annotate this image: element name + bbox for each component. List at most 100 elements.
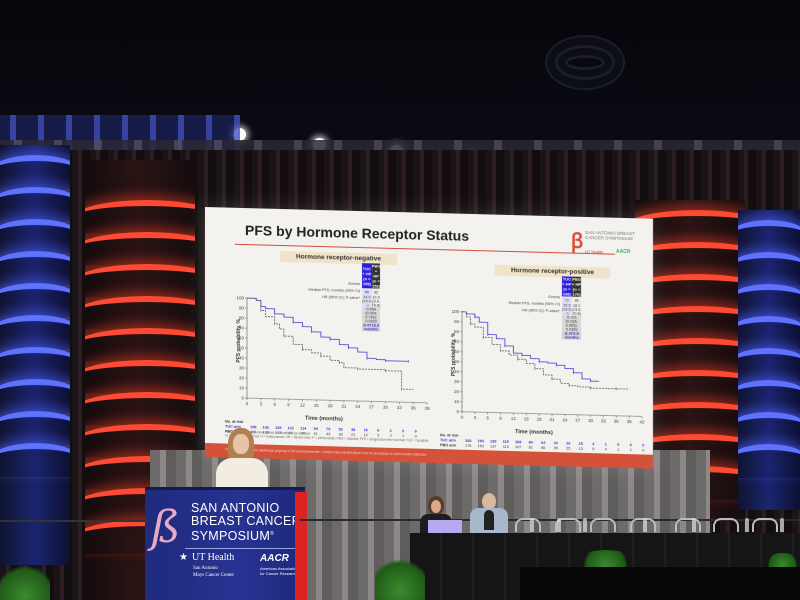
svg-text:0: 0	[241, 395, 244, 400]
svg-text:20: 20	[454, 389, 460, 394]
panel-hr-negative: Hormone receptor-negative Events Median …	[225, 248, 435, 448]
stage-railing	[300, 519, 800, 521]
risk-count: 137	[490, 444, 497, 449]
svg-text:21: 21	[341, 404, 347, 409]
risk-count: 153	[477, 444, 484, 449]
laptop	[428, 520, 462, 533]
svg-text:70: 70	[454, 339, 460, 344]
ceiling-speaker	[545, 35, 625, 90]
water-bottle	[557, 518, 561, 532]
svg-text:27: 27	[369, 404, 375, 409]
svg-text:30: 30	[383, 405, 389, 410]
chair	[752, 518, 778, 532]
svg-text:80: 80	[454, 329, 460, 334]
svg-text:24: 24	[562, 417, 568, 422]
svg-text:21: 21	[549, 417, 555, 422]
tuc-header: TUC + HP (n = 158)	[362, 263, 372, 289]
risk-count: 5	[592, 447, 595, 452]
fern-plant	[375, 553, 425, 600]
svg-text:40: 40	[239, 355, 245, 360]
tuc-header: TUC + HP (n = 168)	[562, 276, 572, 297]
svg-text:30: 30	[588, 418, 594, 423]
svg-text:3: 3	[260, 401, 263, 406]
risk-count: 4	[604, 447, 607, 452]
risk-count: 25	[566, 446, 571, 451]
risk-count: 35	[553, 446, 558, 451]
svg-text:0: 0	[456, 409, 459, 414]
km-plot: PFS probability, % 0 10 20 30 40 50 60 70 80 90 10…	[440, 303, 650, 438]
svg-text:6: 6	[486, 415, 489, 420]
fern-plant	[578, 550, 633, 570]
panel-label: Hormone receptor-positive	[495, 264, 611, 279]
km-plot: PFS probability, % 0 10 20 30 40 50 60 70 80 90 10…	[225, 290, 435, 425]
svg-text:50: 50	[239, 345, 245, 350]
slide-title: PFS by Hormone Receptor Status	[245, 222, 470, 244]
svg-text:20: 20	[239, 375, 245, 380]
sabcs-logo: ꞵ SAN ANTONIO BREAST CANCER SYMPOSIUM UT…	[571, 227, 641, 269]
podium-logo-text: SAN ANTONIO BREAST CANCER SYMPOSIUM®	[191, 501, 301, 544]
water-bottle	[530, 518, 534, 532]
svg-text:3: 3	[474, 415, 477, 420]
svg-text:0: 0	[461, 415, 464, 420]
svg-text:24: 24	[355, 404, 361, 409]
shield-star-icon: ★	[179, 552, 188, 563]
svg-text:6: 6	[273, 402, 276, 407]
ribbon-icon: ꞵ	[571, 230, 584, 253]
presenter	[214, 428, 270, 490]
risk-count: 1	[629, 448, 632, 453]
svg-text:18: 18	[328, 403, 334, 408]
svg-text:39: 39	[627, 419, 633, 424]
front-table-cloth	[520, 567, 800, 600]
svg-text:90: 90	[454, 319, 460, 324]
svg-text:90: 90	[239, 305, 245, 310]
presentation-slide: PFS by Hormone Receptor Status ꞵ SAN ANT…	[205, 207, 653, 469]
svg-text:33: 33	[601, 418, 607, 423]
chair	[675, 518, 701, 532]
svg-text:36: 36	[614, 419, 620, 424]
svg-text:9: 9	[499, 416, 502, 421]
svg-text:80: 80	[239, 315, 245, 320]
svg-text:30: 30	[239, 365, 245, 370]
pbo-header: PBO + HP (n = 176)	[571, 276, 582, 297]
svg-text:33: 33	[397, 405, 403, 410]
svg-text:15: 15	[314, 403, 320, 408]
chair	[713, 518, 739, 532]
risk-count: 81	[528, 445, 533, 450]
svg-text:100: 100	[236, 295, 244, 300]
svg-text:30: 30	[454, 379, 460, 384]
chair	[590, 518, 616, 532]
ribbon-icon: ß	[151, 502, 181, 553]
water-bottle	[692, 518, 696, 532]
svg-text:12: 12	[300, 402, 306, 407]
chair	[555, 518, 581, 532]
chair	[515, 518, 541, 532]
blue-lit-drape	[0, 145, 70, 565]
water-bottle	[643, 518, 647, 532]
risk-count: 107	[515, 445, 522, 450]
water-bottle	[780, 518, 784, 532]
svg-text:10: 10	[454, 399, 460, 404]
fern-plant	[765, 553, 800, 568]
svg-text:70: 70	[239, 325, 245, 330]
svg-text:50: 50	[454, 359, 460, 364]
podium: ß SAN ANTONIO BREAST CANCER SYMPOSIUM® ★…	[145, 487, 305, 600]
panel-hr-positive: Hormone receptor-positive Events Median …	[440, 261, 650, 461]
risk-count: 66	[541, 445, 546, 450]
risk-count: 0	[642, 448, 645, 453]
aacr-logo: AACR	[260, 553, 289, 564]
svg-text:15: 15	[524, 416, 530, 421]
pbo-header: PBO + HP (n = 152)	[371, 263, 381, 289]
water-bottle	[745, 518, 749, 532]
risk-count: 113	[502, 444, 509, 449]
blue-lit-drape	[738, 210, 800, 510]
side-table	[0, 520, 150, 600]
svg-text:42: 42	[639, 419, 645, 424]
svg-text:40: 40	[454, 369, 460, 374]
risk-count: 1	[617, 447, 620, 452]
svg-text:60: 60	[454, 349, 460, 354]
risk-count: 176	[465, 443, 472, 448]
svg-text:39: 39	[424, 406, 430, 411]
